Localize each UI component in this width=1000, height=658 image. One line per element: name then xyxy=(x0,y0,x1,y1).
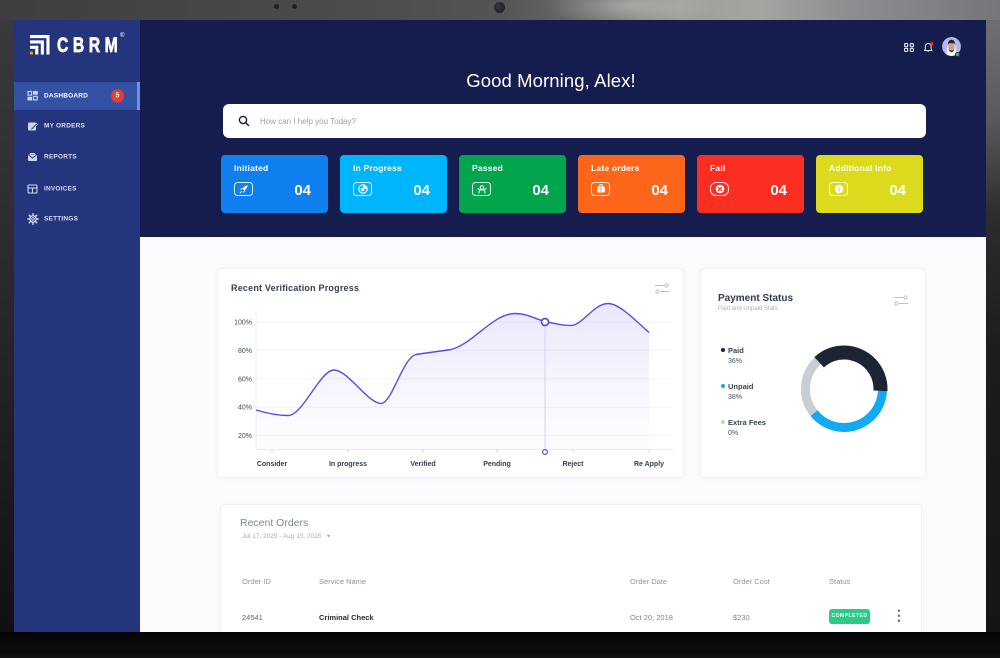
svg-text:Pending: Pending xyxy=(483,461,511,468)
svg-text:60%: 60% xyxy=(238,376,252,383)
svg-text:20%: 20% xyxy=(238,433,252,440)
svg-text:100%: 100% xyxy=(234,320,252,327)
svg-text:Verified: Verified xyxy=(410,461,435,468)
svg-text:Consider: Consider xyxy=(257,461,288,468)
svg-text:Reject: Reject xyxy=(562,461,584,468)
svg-text:Re Apply: Re Apply xyxy=(634,461,664,468)
svg-text:80%: 80% xyxy=(238,348,252,355)
svg-text:40%: 40% xyxy=(238,405,252,412)
svg-text:In progress: In progress xyxy=(329,461,367,468)
